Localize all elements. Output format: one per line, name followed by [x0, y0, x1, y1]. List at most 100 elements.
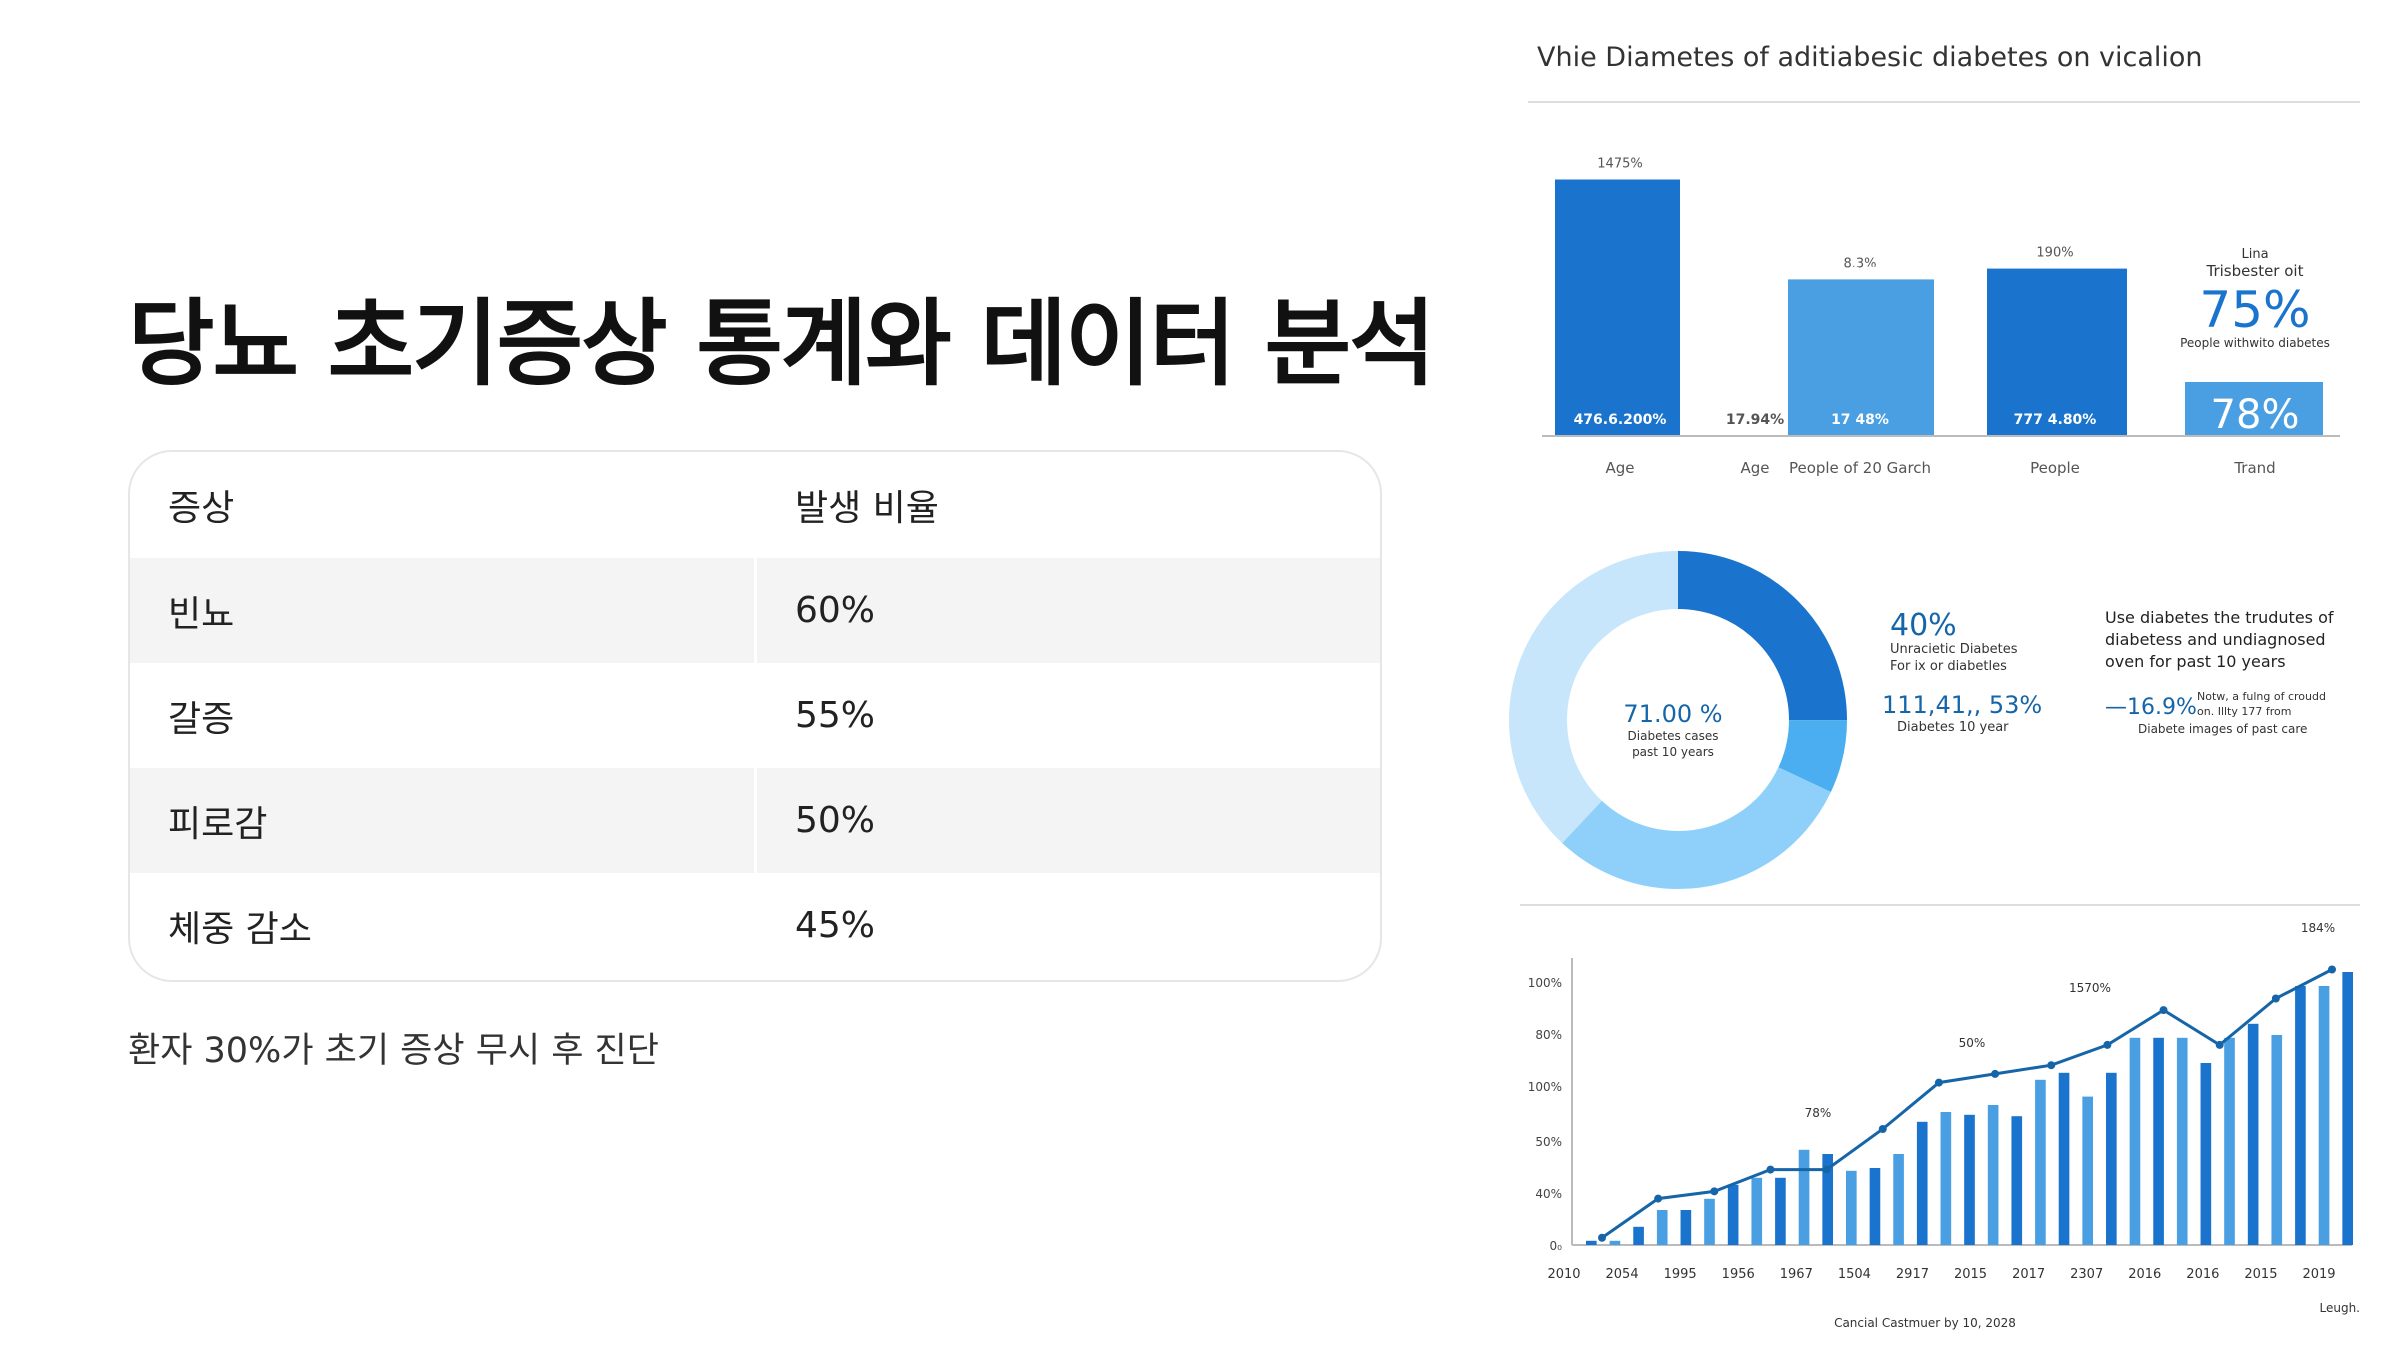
trend-bar	[2106, 1072, 2117, 1245]
rate-cell: 60%	[795, 590, 876, 631]
bar-category-label: People of 20 Garch	[1789, 459, 1931, 477]
bar-inner-label: 17 48%	[1831, 412, 1889, 428]
column-header-rate: 발생 비율	[795, 488, 939, 529]
table-row: 빈뇨 60%	[130, 558, 1380, 663]
donut-note-line: diabetess and undiagnosed	[2105, 630, 2326, 649]
bar-2	[1788, 279, 1934, 436]
side-note-big: 75%	[2199, 281, 2310, 339]
y-tick-label: 40%	[1535, 1187, 1562, 1201]
y-tick-label: 0₀	[1550, 1239, 1563, 1253]
trend-bar	[2035, 1079, 2046, 1245]
donut-center-value: 71.00 %	[1623, 700, 1722, 728]
y-tick-label: 100%	[1528, 976, 1562, 990]
trend-bar	[1633, 1226, 1644, 1245]
trend-bar	[2176, 1037, 2188, 1245]
bar-extra-label: 8.86%	[1836, 265, 1885, 281]
donut-note-footer: Diabete images of past care	[2138, 722, 2307, 736]
trend-bar	[2082, 1096, 2093, 1245]
rate-cell: 45%	[795, 905, 876, 946]
bar-4	[2185, 382, 2323, 436]
trend-bar	[1940, 1112, 1952, 1245]
trend-bar	[1704, 1198, 1715, 1245]
bar-category-label: Age	[1605, 459, 1634, 477]
trend-annotation: 1570%	[2069, 981, 2111, 995]
bar-top-label: 190%	[2036, 246, 2073, 261]
bar-inner-label: 17.94%	[1726, 412, 1784, 428]
trend-caption: Cancial Castmuer by 10, 2028	[1834, 1316, 2016, 1330]
bar-top-label: 1475%	[1597, 157, 1642, 172]
callout-value: 111,41,, 53%	[1882, 691, 2042, 719]
x-tick-label: 2019	[2302, 1267, 2335, 1282]
x-tick-label: 1956	[1722, 1267, 1755, 1282]
donut-center-caption: Diabetes cases	[1628, 729, 1719, 743]
table-row: 체중 감소 45%	[130, 873, 1380, 978]
trend-bar	[1775, 1177, 1786, 1245]
y-tick-label: 80%	[1535, 1028, 1562, 1042]
callout-line: Unracietic Diabetes	[1890, 642, 2018, 657]
x-tick-label: 2016	[2186, 1267, 2219, 1282]
trend-bar	[2342, 972, 2353, 1245]
table-row: 피로감 50%	[130, 768, 1380, 873]
x-tick-label: 1967	[1780, 1267, 1813, 1282]
x-tick-label: 2307	[2070, 1267, 2103, 1282]
trend-bar	[1609, 1240, 1621, 1245]
trend-bar	[1964, 1114, 1975, 1245]
infographic-svg: Vhie Diametes of aditiabesic diabetes on…	[1509, 42, 2361, 1330]
y-tick-label: 50%	[1535, 1135, 1562, 1149]
trend-bar	[2318, 986, 2330, 1245]
trend-bar	[1822, 1154, 1833, 1245]
y-tick-label: 100%	[1528, 1080, 1562, 1094]
x-tick-label: 1995	[1664, 1267, 1697, 1282]
callout-line: For ix or diabetles	[1890, 659, 2007, 674]
trend-bar	[1869, 1168, 1881, 1245]
x-tick-label: 2016	[2128, 1267, 2161, 1282]
x-tick-label: 2015	[2244, 1267, 2277, 1282]
trend-bar	[1987, 1105, 1999, 1245]
bar-0	[1555, 179, 1680, 436]
trend-bar	[2271, 1035, 2283, 1245]
symptom-cell: 피로감	[130, 768, 757, 873]
bar-inner-label: 777 4.80%	[2014, 412, 2097, 428]
trend-bar	[2224, 1037, 2235, 1245]
trend-corner-label: Leugh.	[2320, 1301, 2361, 1315]
side-note-small: Lina	[2241, 247, 2268, 262]
symptom-cell: 체중 감소	[168, 908, 312, 950]
rate-cell: 50%	[795, 800, 876, 841]
bar-category-label: People	[2030, 459, 2080, 477]
x-tick-label: 2917	[1896, 1267, 1929, 1282]
symptom-table: 증상 발생 비율 빈뇨 60% 갈증 55% 피로감 50% 체중 감소 45%	[128, 450, 1382, 982]
side-note-caption: People withwito diabetes	[2180, 336, 2330, 350]
trend-bar	[2129, 1037, 2141, 1245]
trend-bar	[2295, 986, 2306, 1245]
x-tick-label: 2054	[1606, 1267, 1639, 1282]
trend-bar	[2058, 1072, 2070, 1245]
donut-center-caption: past 10 years	[1632, 745, 1714, 759]
trend-bar	[2200, 1063, 2212, 1245]
bar-inner-label: 78%	[2211, 392, 2300, 438]
x-tick-label: 2017	[2012, 1267, 2045, 1282]
page-title: 당뇨 초기증상 통계와 데이터 분석	[128, 290, 1436, 399]
trend-bar	[1751, 1177, 1763, 1245]
infographic-image: Vhie Diametes of aditiabesic diabetes on…	[1500, 0, 2400, 1350]
trend-bar	[2247, 1023, 2259, 1245]
table-header-row: 증상 발생 비율	[130, 452, 1380, 558]
donut-slice-3	[1509, 551, 1847, 889]
trend-annotation: 184%	[2301, 921, 2335, 935]
callout-value: 40%	[1890, 608, 1957, 643]
side-note-line: Trisbester oit	[2206, 262, 2304, 280]
symptom-cell: 갈증	[168, 698, 235, 740]
bar-inner-label: 476.6.200%	[1574, 412, 1667, 428]
bar-category-label: Age	[1740, 459, 1769, 477]
trend-bar	[1727, 1184, 1739, 1245]
trend-bar	[2011, 1116, 2023, 1245]
callout-value: —16.9%	[2105, 695, 2197, 720]
rate-cell: 55%	[795, 695, 876, 736]
trend-bar	[1893, 1154, 1904, 1245]
trend-annotation: 78%	[1805, 1106, 1832, 1120]
bar-category-label: Trand	[2233, 459, 2275, 477]
trend-bar	[1798, 1149, 1810, 1245]
callout-line: Notw, a fulng of croudd	[2197, 690, 2326, 703]
trend-bar	[2153, 1037, 2164, 1245]
bar-top-label: 8.3%	[1843, 256, 1876, 271]
trend-bar	[1586, 1240, 1597, 1245]
